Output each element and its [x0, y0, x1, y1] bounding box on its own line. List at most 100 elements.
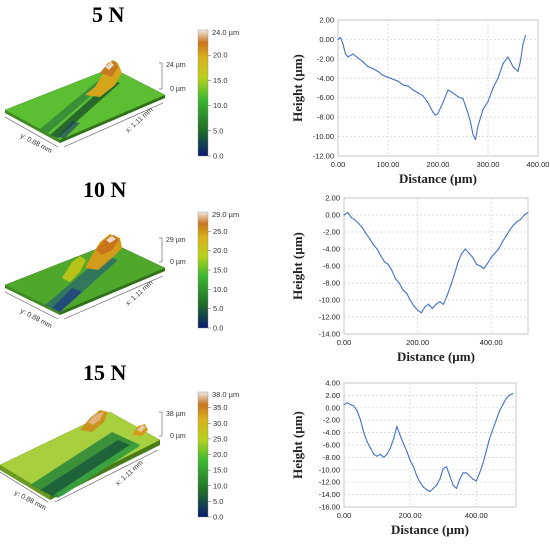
data-point	[376, 248, 378, 250]
pileup-left-top	[88, 412, 104, 425]
data-point	[474, 138, 477, 141]
data-point	[512, 224, 514, 226]
data-point	[483, 267, 485, 270]
data-point	[445, 466, 448, 468]
data-point	[472, 256, 474, 259]
data-point	[442, 303, 444, 305]
x-tick-label: 400.00	[465, 511, 488, 520]
data-point	[522, 43, 524, 45]
surface-side-right	[60, 95, 165, 143]
height-max-label: 29 µm	[166, 237, 186, 244]
data-point	[490, 256, 492, 259]
colorbar-tick-label: 10.0	[213, 481, 228, 490]
series-line	[337, 35, 527, 141]
data-point	[494, 252, 496, 254]
axis-x-right	[63, 275, 164, 320]
data-point	[455, 487, 458, 489]
pileup-peak	[105, 62, 114, 70]
y-tick-label: -2.00	[323, 416, 340, 425]
data-point	[350, 216, 352, 219]
data-point	[377, 70, 379, 73]
data-point	[439, 301, 441, 303]
data-point	[353, 405, 355, 407]
data-point	[501, 241, 503, 243]
data-point	[339, 36, 342, 39]
data-point	[358, 222, 360, 225]
x-axis-title: Distance (µm)	[397, 349, 475, 364]
data-point	[452, 92, 454, 94]
data-point	[482, 108, 484, 110]
y-tick-label: -6.00	[323, 441, 340, 450]
data-point	[354, 219, 356, 221]
data-point	[399, 435, 401, 437]
data-point	[462, 472, 464, 474]
data-point	[424, 306, 426, 308]
data-point	[487, 101, 489, 103]
data-point	[346, 402, 348, 404]
data-point	[337, 38, 339, 41]
data-point	[512, 392, 514, 395]
x-tick-label: 400.00	[480, 338, 503, 347]
y-tick-label: -10.00	[319, 296, 340, 305]
data-point	[379, 453, 381, 455]
data-point	[435, 303, 437, 305]
x-tick-label: 100.00	[377, 160, 400, 169]
y-tick-label: 0.00	[319, 35, 334, 44]
data-point	[509, 229, 511, 231]
groove-blue	[52, 288, 82, 312]
data-point	[452, 484, 454, 486]
data-point	[467, 112, 469, 114]
data-point	[485, 450, 487, 452]
x-tick-label: 0.00	[331, 160, 346, 169]
data-point	[461, 252, 463, 254]
data-point	[502, 404, 504, 406]
data-point	[396, 425, 398, 427]
data-point	[409, 299, 411, 301]
data-point	[405, 292, 408, 294]
profile-chart-10n: 2.00 0.00 -2.00 -4.00 -6.00 -8.00 -10.00 -12.00…	[290, 194, 529, 364]
data-point	[472, 478, 474, 480]
height-max-label: 38 µm	[166, 411, 186, 418]
data-point	[465, 472, 467, 474]
data-point	[482, 463, 484, 465]
data-point	[507, 56, 509, 58]
data-point	[520, 218, 522, 220]
colorbar-tick-label: 20.0	[213, 51, 228, 60]
height-zero-label: 0 µm	[170, 433, 186, 440]
data-point	[479, 472, 481, 474]
data-point	[347, 211, 349, 214]
data-point	[495, 419, 497, 421]
series-line	[343, 211, 529, 314]
axis-y-front	[0, 471, 49, 503]
data-point	[391, 269, 393, 271]
colorbar	[197, 211, 209, 329]
data-point	[380, 255, 382, 257]
x-tick-label: 200.00	[406, 338, 429, 347]
data-point	[402, 84, 404, 86]
data-point	[343, 404, 345, 406]
data-point	[469, 475, 471, 477]
y-axis-title: Height (µm)	[290, 411, 305, 479]
data-point	[502, 63, 504, 65]
groove-dark	[40, 440, 130, 496]
surface-3d-5n: 24 µm 0 µm y: 0.88 mm x: 1.11 mm 24.0 µm…	[4, 28, 239, 161]
pileup-right-top	[137, 425, 146, 432]
data-point	[419, 481, 421, 483]
data-point	[402, 443, 405, 445]
y-tick-label: -8.00	[323, 453, 340, 462]
height-zero-label: 0 µm	[170, 86, 186, 93]
series-line	[343, 393, 513, 493]
data-point	[453, 273, 455, 276]
data-point	[409, 459, 411, 462]
data-point	[389, 447, 391, 449]
data-point	[343, 214, 345, 216]
data-point	[412, 89, 414, 91]
data-point	[517, 70, 519, 73]
data-point	[398, 282, 400, 284]
data-point	[342, 43, 344, 45]
data-point	[457, 261, 459, 263]
data-point	[363, 432, 365, 434]
data-point	[524, 34, 527, 37]
title-10n: 10 N	[83, 177, 127, 202]
surface-side-front	[0, 465, 50, 500]
